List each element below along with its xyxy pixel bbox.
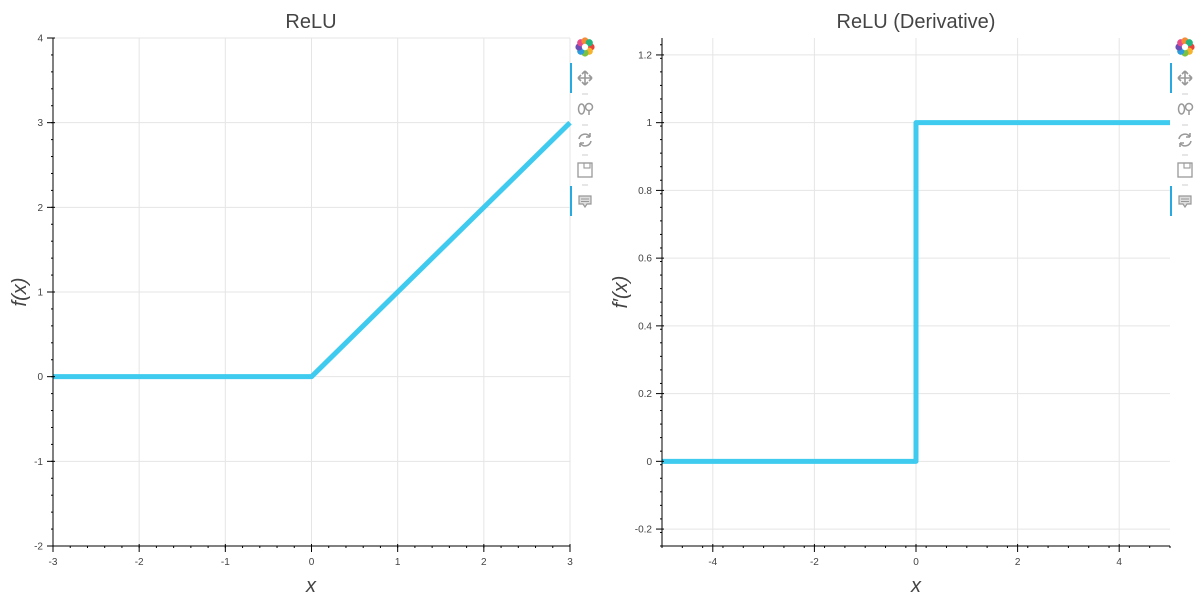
lens-glyph bbox=[1184, 102, 1194, 112]
reset-icon[interactable] bbox=[578, 133, 592, 147]
bokeh-logo-icon[interactable] bbox=[1175, 37, 1195, 57]
save-shutter bbox=[583, 162, 591, 169]
logo-center bbox=[581, 43, 589, 51]
hover-icon[interactable] bbox=[578, 195, 592, 209]
relu-derivative-chart: ReLU (Derivative) -4 -2 0 2 4 -0.2 0 0.2 0.4 0.6 0… bbox=[610, 11, 1171, 597]
wheel-glyph bbox=[1177, 103, 1186, 115]
y-tick-label: 0 bbox=[37, 372, 43, 383]
toolbar-right bbox=[1170, 37, 1195, 216]
reset-glyph bbox=[1178, 133, 1192, 147]
wheel-zoom-icon[interactable] bbox=[577, 102, 594, 116]
pan-icon[interactable] bbox=[577, 70, 593, 86]
y-axis-label: f′(x) bbox=[610, 276, 632, 309]
axes: -3 -2 -1 0 1 2 3 -2 -1 0 1 2 3 4 bbox=[34, 34, 573, 569]
hover-lines bbox=[581, 198, 589, 202]
x-axis-label: x bbox=[910, 575, 922, 597]
series-layer bbox=[53, 120, 572, 380]
y-tick-label: 3 bbox=[37, 118, 43, 129]
x-tick-label: -3 bbox=[49, 557, 58, 568]
pan-glyph bbox=[577, 70, 593, 86]
reset-arrows bbox=[579, 133, 591, 147]
y-tick-label: 4 bbox=[37, 34, 43, 45]
x-tick-label: 4 bbox=[1116, 557, 1122, 568]
series-line bbox=[662, 120, 1170, 464]
y-tick-label: 0.6 bbox=[638, 254, 652, 265]
x-tick-label: -2 bbox=[810, 557, 819, 568]
lens-glyph bbox=[584, 102, 594, 112]
series-line bbox=[53, 120, 572, 380]
logo-petal bbox=[1185, 39, 1193, 47]
relu-chart: ReLU -3 -2 -1 0 1 2 3 -2 -1 0 1 2 3 4 x f(x) bbox=[9, 11, 573, 597]
reset-arrows bbox=[1179, 133, 1191, 147]
x-tick-label: 0 bbox=[913, 557, 919, 568]
axes: -4 -2 0 2 4 -0.2 0 0.2 0.4 0.6 0.8 1 1.2 bbox=[635, 38, 1171, 568]
wheel-glyph bbox=[577, 103, 586, 115]
x-tick-label: 2 bbox=[481, 557, 487, 568]
hover-icon[interactable] bbox=[1178, 195, 1192, 209]
hover-lines bbox=[1181, 198, 1189, 202]
y-tick-label: 1.2 bbox=[638, 50, 652, 61]
y-tick-label: 2 bbox=[37, 203, 43, 214]
y-tick-label: 0.4 bbox=[638, 321, 652, 332]
y-axis-label: f(x) bbox=[9, 278, 31, 307]
logo-petal bbox=[585, 39, 593, 47]
x-tick-label: 3 bbox=[567, 557, 573, 568]
logo-center bbox=[1181, 43, 1189, 51]
y-tick-label: 0 bbox=[646, 457, 652, 468]
save-icon[interactable] bbox=[577, 162, 593, 178]
save-icon[interactable] bbox=[1177, 162, 1193, 178]
pan-icon[interactable] bbox=[1177, 70, 1193, 86]
x-tick-label: 1 bbox=[395, 557, 401, 568]
y-tick-label: -0.2 bbox=[635, 525, 653, 536]
x-tick-label: 0 bbox=[309, 557, 315, 568]
reset-icon[interactable] bbox=[1178, 133, 1192, 147]
y-tick-label: -2 bbox=[34, 542, 43, 553]
series-layer bbox=[662, 120, 1170, 464]
save-shutter bbox=[1183, 162, 1191, 169]
grid-lines bbox=[52, 37, 571, 547]
x-tick-label: 2 bbox=[1015, 557, 1021, 568]
pan-glyph bbox=[1177, 70, 1193, 86]
y-tick-label: 0.2 bbox=[638, 389, 652, 400]
x-axis-label: x bbox=[305, 575, 317, 597]
y-tick-label: -1 bbox=[34, 457, 43, 468]
x-tick-label: -1 bbox=[221, 557, 230, 568]
bokeh-logo-icon[interactable] bbox=[575, 37, 595, 57]
chart-title: ReLU (Derivative) bbox=[837, 11, 996, 33]
y-tick-label: 1 bbox=[646, 118, 652, 129]
x-tick-label: -2 bbox=[135, 557, 144, 568]
toolbar-left bbox=[570, 37, 595, 216]
wheel-zoom-icon[interactable] bbox=[1177, 102, 1194, 116]
x-tick-label: -4 bbox=[708, 557, 717, 568]
y-tick-label: 1 bbox=[37, 288, 43, 299]
y-tick-label: 0.8 bbox=[638, 186, 652, 197]
chart-title: ReLU bbox=[285, 11, 336, 33]
